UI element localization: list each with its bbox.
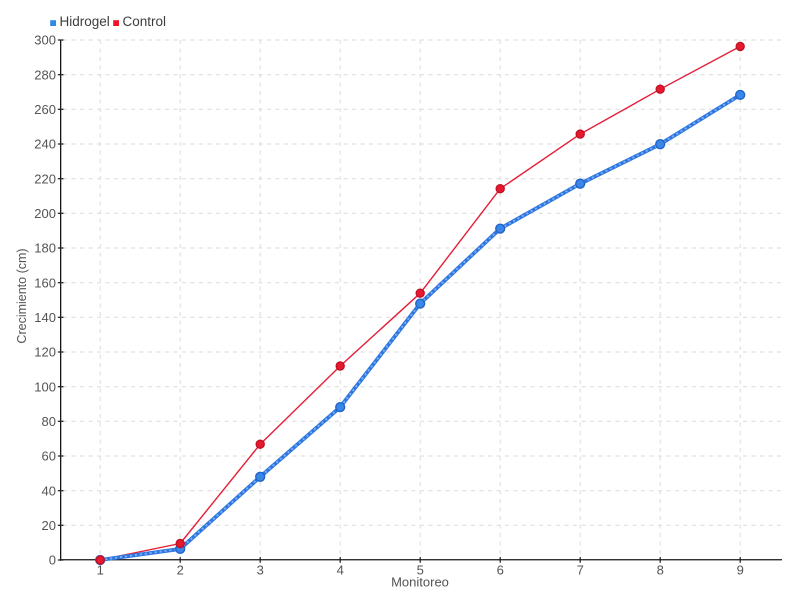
svg-text:80: 80	[42, 414, 56, 429]
svg-text:8: 8	[657, 563, 664, 578]
svg-text:4: 4	[337, 563, 344, 578]
svg-text:3: 3	[257, 563, 264, 578]
svg-text:100: 100	[34, 379, 56, 394]
svg-text:160: 160	[34, 275, 56, 290]
svg-text:40: 40	[42, 483, 56, 498]
svg-text:0: 0	[49, 553, 56, 568]
svg-text:280: 280	[34, 67, 56, 82]
svg-text:Control: Control	[123, 14, 167, 29]
svg-text:Monitoreo: Monitoreo	[391, 575, 449, 590]
svg-text:260: 260	[34, 102, 56, 117]
svg-text:Crecimiento (cm): Crecimiento (cm)	[15, 248, 29, 343]
svg-text:1: 1	[97, 563, 104, 578]
svg-text:120: 120	[34, 345, 56, 360]
svg-text:20: 20	[42, 518, 56, 533]
svg-text:2: 2	[177, 563, 184, 578]
svg-text:240: 240	[34, 137, 56, 152]
svg-text:9: 9	[737, 563, 744, 578]
svg-text:6: 6	[497, 563, 504, 578]
svg-text:140: 140	[34, 310, 56, 325]
svg-text:300: 300	[34, 33, 56, 48]
svg-text:5: 5	[417, 563, 424, 578]
svg-text:Hidrogel: Hidrogel	[60, 14, 110, 29]
svg-text:7: 7	[577, 563, 584, 578]
svg-text:200: 200	[34, 206, 56, 221]
svg-text:220: 220	[34, 171, 56, 186]
svg-text:60: 60	[42, 449, 56, 464]
svg-text:180: 180	[34, 241, 56, 256]
